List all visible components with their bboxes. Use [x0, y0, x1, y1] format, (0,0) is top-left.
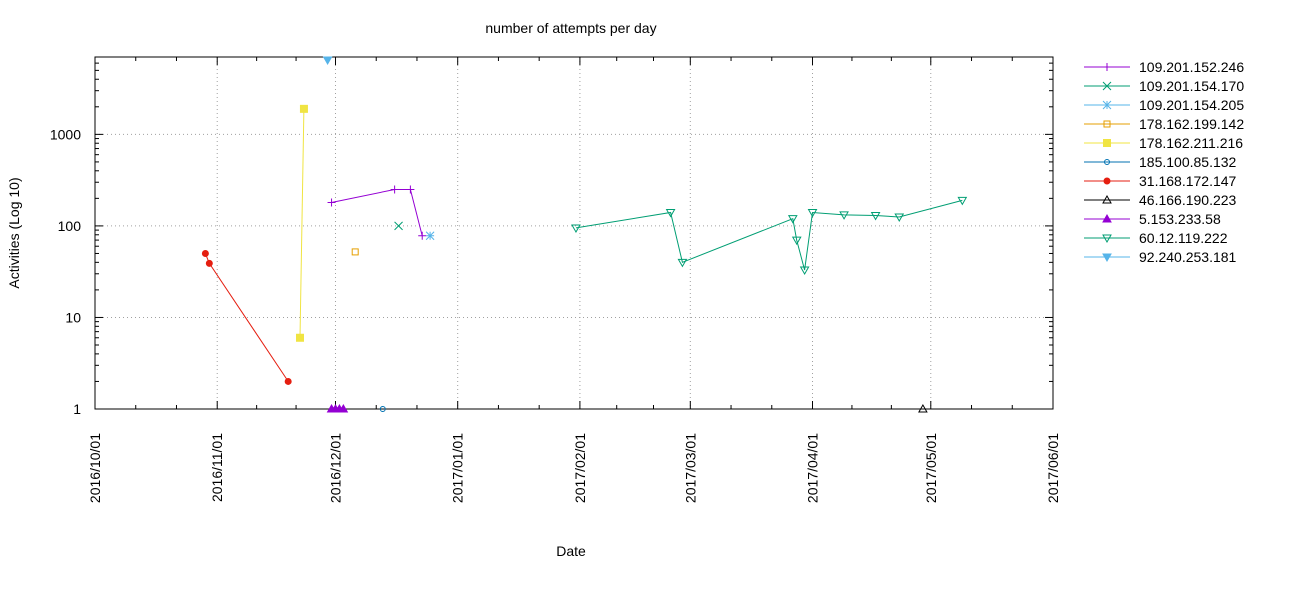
series-1: [394, 221, 403, 231]
legend-label: 109.201.152.246: [1139, 59, 1244, 75]
data-point: [807, 209, 818, 218]
data-point: [791, 236, 802, 246]
legend-label: 46.166.190.223: [1139, 192, 1237, 208]
series-line: [575, 199, 963, 271]
series-0: [327, 185, 427, 240]
data-point: [351, 248, 359, 256]
y-tick-label: 1: [73, 401, 81, 417]
data-point: [327, 198, 336, 207]
x-tick-label: 2017/06/01: [1045, 433, 1061, 503]
data-point: [799, 266, 810, 275]
series-5: [379, 406, 386, 412]
x-tick-label: 2016/12/01: [327, 433, 343, 503]
series-3: [351, 248, 359, 256]
x-tick-label: 2016/10/01: [87, 433, 103, 503]
legend-label: 185.100.85.132: [1139, 154, 1237, 170]
series-7: [918, 403, 928, 413]
legend-item: 31.168.172.147: [1084, 173, 1237, 189]
legend-marker: [1104, 159, 1110, 165]
legend-item: 46.166.190.223: [1084, 192, 1237, 208]
y-tick-label: 100: [58, 218, 82, 234]
data-point: [322, 56, 333, 65]
x-tick-label: 2017/05/01: [923, 433, 939, 503]
x-tick-label: 2016/11/01: [209, 433, 225, 502]
x-tick-label: 2017/01/01: [450, 433, 466, 503]
y-tick-label: 1000: [50, 126, 81, 142]
legend-marker: [1103, 177, 1111, 185]
series-8: [326, 403, 349, 413]
grid: [95, 57, 1053, 409]
legend-item: 92.240.253.181: [1084, 249, 1237, 265]
data-point: [299, 104, 308, 113]
legend-item: 178.162.199.142: [1084, 116, 1244, 132]
legend-marker: [1102, 234, 1112, 244]
x-tick-label: 2017/02/01: [572, 433, 588, 503]
legend-label: 178.162.211.216: [1139, 135, 1243, 151]
data-point: [201, 249, 209, 257]
legend-item: 60.12.119.222: [1084, 230, 1228, 246]
data-point: [894, 213, 905, 223]
series-10: [322, 56, 333, 65]
data-point: [870, 211, 881, 221]
legend-marker: [1103, 139, 1111, 147]
data-point: [418, 231, 427, 240]
data-point: [787, 215, 798, 224]
data-point: [284, 377, 292, 385]
data-point: [918, 403, 928, 413]
series-line: [299, 108, 305, 338]
data-point: [571, 224, 581, 233]
legend-label: 60.12.119.222: [1139, 230, 1228, 246]
legend-marker: [1102, 81, 1112, 91]
data-point: [425, 231, 435, 241]
y-axis-label: Activities (Log 10): [6, 177, 22, 288]
data-point: [379, 406, 386, 412]
series-4: [296, 104, 308, 342]
x-tick-label: 2017/03/01: [682, 433, 698, 503]
x-tick-label: 2017/04/01: [805, 433, 821, 503]
data-point: [390, 185, 399, 194]
x-axis-label: Date: [556, 543, 586, 559]
legend-label: 109.201.154.170: [1139, 78, 1244, 94]
plot-frame: [94, 56, 1054, 410]
data-point: [839, 211, 849, 220]
series-6: [201, 249, 292, 385]
data-point: [406, 185, 415, 194]
data-point: [394, 221, 403, 231]
axes: 1 10 100 1000 2016/10/01 2016/11/01 2016/12/01…: [50, 56, 1061, 503]
legend-marker: [1103, 63, 1111, 71]
data-point: [957, 196, 968, 206]
series-9: [571, 196, 968, 275]
series-layer: [201, 56, 968, 413]
chart-title: number of attempts per day: [485, 20, 656, 36]
legend-label: 5.153.233.58: [1139, 211, 1221, 227]
legend-marker: [1102, 253, 1112, 263]
legend-marker: [1102, 194, 1112, 204]
legend-item: 109.201.154.205: [1084, 97, 1244, 113]
legend-item: 185.100.85.132: [1084, 154, 1237, 170]
data-point: [338, 403, 349, 413]
legend-item: 5.153.233.58: [1084, 211, 1221, 227]
legend-item: 109.201.152.246: [1084, 59, 1244, 75]
legend-label: 92.240.253.181: [1139, 249, 1237, 265]
series-line: [331, 189, 423, 236]
data-point: [296, 333, 305, 342]
legend-marker: [1102, 100, 1112, 110]
data-point: [677, 258, 688, 268]
legend-label: 178.162.199.142: [1139, 116, 1244, 132]
legend: 109.201.152.246 109.201.154.170 109.201.15…: [1084, 59, 1244, 265]
series-2: [425, 231, 435, 241]
legend-item: 109.201.154.170: [1084, 78, 1244, 94]
y-tick-label: 10: [65, 309, 81, 325]
legend-marker: [1102, 213, 1112, 223]
data-point: [205, 259, 213, 267]
legend-marker: [1103, 120, 1111, 128]
legend-label: 31.168.172.147: [1139, 173, 1237, 189]
legend-label: 109.201.154.205: [1139, 97, 1244, 113]
legend-item: 178.162.211.216: [1084, 135, 1243, 151]
data-point: [665, 209, 676, 218]
